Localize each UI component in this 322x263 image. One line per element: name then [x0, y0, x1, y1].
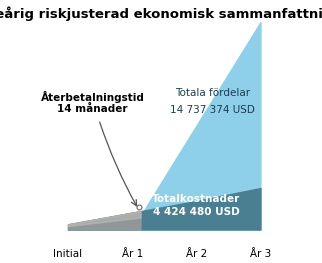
Text: Totala fördelar: Totala fördelar: [175, 88, 250, 98]
Text: År 2: År 2: [186, 249, 207, 259]
Text: Totalkostnader: Totalkostnader: [152, 194, 241, 204]
Text: Treårig riskjusterad ekonomisk sammanfattning: Treårig riskjusterad ekonomisk sammanfat…: [0, 7, 322, 21]
Text: År 3: År 3: [250, 249, 271, 259]
Text: Återbetalningstid: Återbetalningstid: [41, 90, 144, 103]
Text: 14 månader: 14 månader: [57, 104, 128, 114]
Text: 4 424 480 USD: 4 424 480 USD: [153, 207, 240, 217]
Text: Initial: Initial: [53, 249, 82, 259]
Text: 14 737 374 USD: 14 737 374 USD: [170, 105, 255, 115]
Text: År 1: År 1: [121, 249, 143, 259]
